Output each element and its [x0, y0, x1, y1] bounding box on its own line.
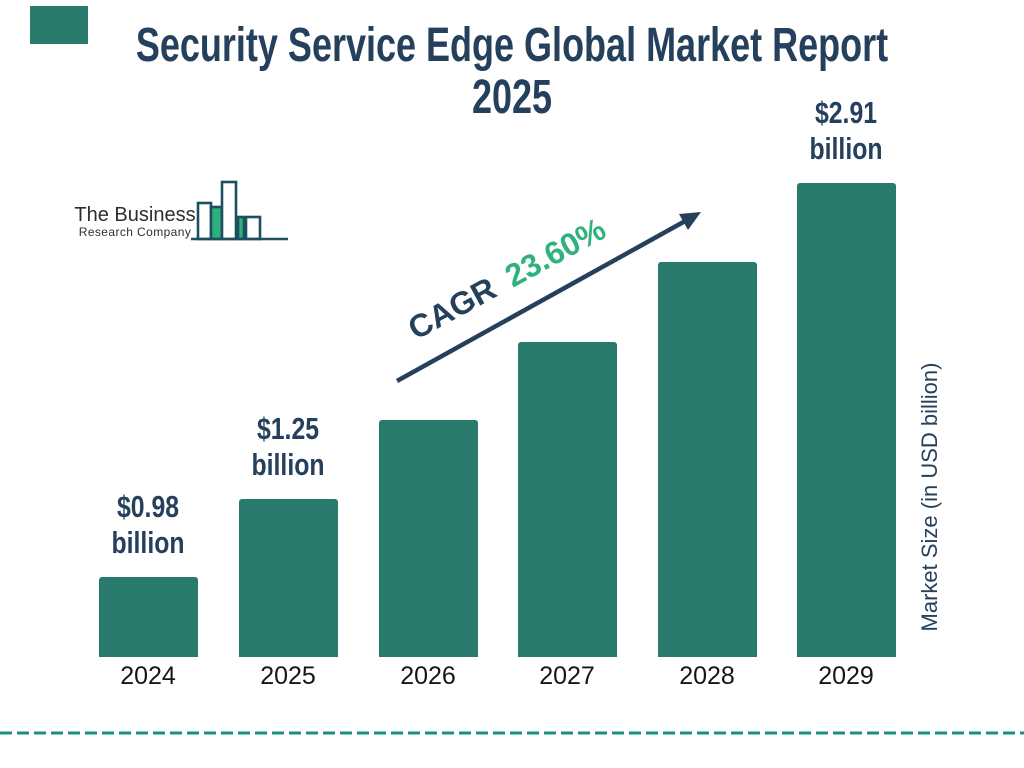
x-tick-2028: 2028	[679, 662, 735, 690]
page-title-line1: Security Service Edge Global Market Repo…	[135, 19, 889, 72]
bar-group-2028: 2028	[657, 0, 757, 768]
company-logo-name: The Business	[74, 204, 196, 226]
bar-2027	[517, 342, 617, 657]
bar-group-2025: 2025 $1.25 billion	[238, 0, 338, 768]
value-label-2025: $1.25 billion	[251, 411, 325, 482]
bar-2029	[796, 183, 896, 657]
value-label-2024: $0.98 billion	[111, 489, 185, 560]
logo-bars-icon	[191, 180, 288, 241]
bar-2028	[657, 262, 757, 657]
y-axis-label: Market Size (in USD billion)	[917, 362, 942, 632]
bar-group-2027: 2027	[517, 0, 617, 768]
company-logo-subname: Research Company	[78, 225, 192, 239]
bar-group-2026: 2026	[378, 0, 478, 768]
corner-accent-rect	[30, 6, 88, 44]
value-label-2029: $2.91 billion	[809, 95, 883, 166]
x-tick-2025: 2025	[260, 662, 316, 690]
company-logo-text: The Business Research Company	[74, 204, 196, 239]
bar-2025	[238, 499, 338, 657]
bar-2026	[378, 420, 478, 657]
bar-group-2024: 2024 $0.98 billion	[98, 0, 198, 768]
x-tick-2027: 2027	[539, 662, 595, 690]
bar-group-2029: 2029 $2.91 billion	[796, 0, 896, 768]
bar-2024	[98, 577, 198, 657]
page-title: Security Service Edge Global Market Repo…	[128, 20, 896, 124]
footer-dashed-line	[0, 731, 1024, 735]
x-tick-2026: 2026	[400, 662, 456, 690]
x-tick-2024: 2024	[120, 662, 176, 690]
page-title-line2: 2025	[471, 71, 553, 124]
x-tick-2029: 2029	[818, 662, 874, 690]
